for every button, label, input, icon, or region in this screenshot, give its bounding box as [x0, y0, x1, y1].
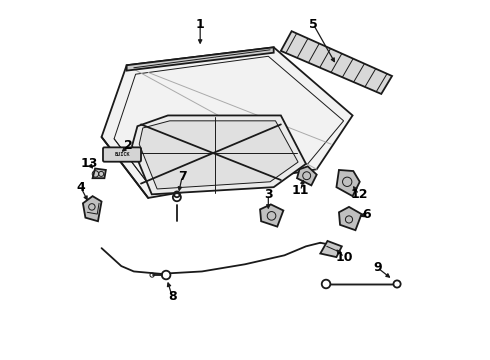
Text: 10: 10 — [336, 251, 353, 264]
Text: 4: 4 — [76, 181, 85, 194]
Polygon shape — [297, 166, 317, 185]
Text: 6: 6 — [363, 208, 371, 221]
Polygon shape — [337, 170, 360, 196]
Text: 9: 9 — [373, 261, 382, 274]
Polygon shape — [83, 196, 101, 221]
Polygon shape — [101, 47, 353, 198]
Polygon shape — [93, 168, 106, 178]
Polygon shape — [281, 31, 392, 94]
Text: 7: 7 — [178, 170, 187, 183]
Polygon shape — [126, 47, 274, 71]
Circle shape — [393, 280, 401, 288]
FancyBboxPatch shape — [103, 147, 141, 162]
Text: 2: 2 — [124, 139, 133, 152]
Polygon shape — [260, 204, 283, 226]
Text: 8: 8 — [168, 290, 176, 303]
Text: 3: 3 — [264, 188, 272, 201]
Text: 5: 5 — [309, 18, 318, 31]
Polygon shape — [139, 121, 298, 189]
Polygon shape — [339, 207, 362, 230]
Text: BUICK: BUICK — [114, 152, 130, 157]
Polygon shape — [132, 116, 306, 194]
Polygon shape — [320, 241, 342, 257]
Circle shape — [322, 280, 330, 288]
Text: 1: 1 — [196, 18, 204, 31]
Text: 11: 11 — [292, 184, 309, 197]
Text: 12: 12 — [350, 188, 368, 201]
Text: 13: 13 — [80, 157, 98, 170]
